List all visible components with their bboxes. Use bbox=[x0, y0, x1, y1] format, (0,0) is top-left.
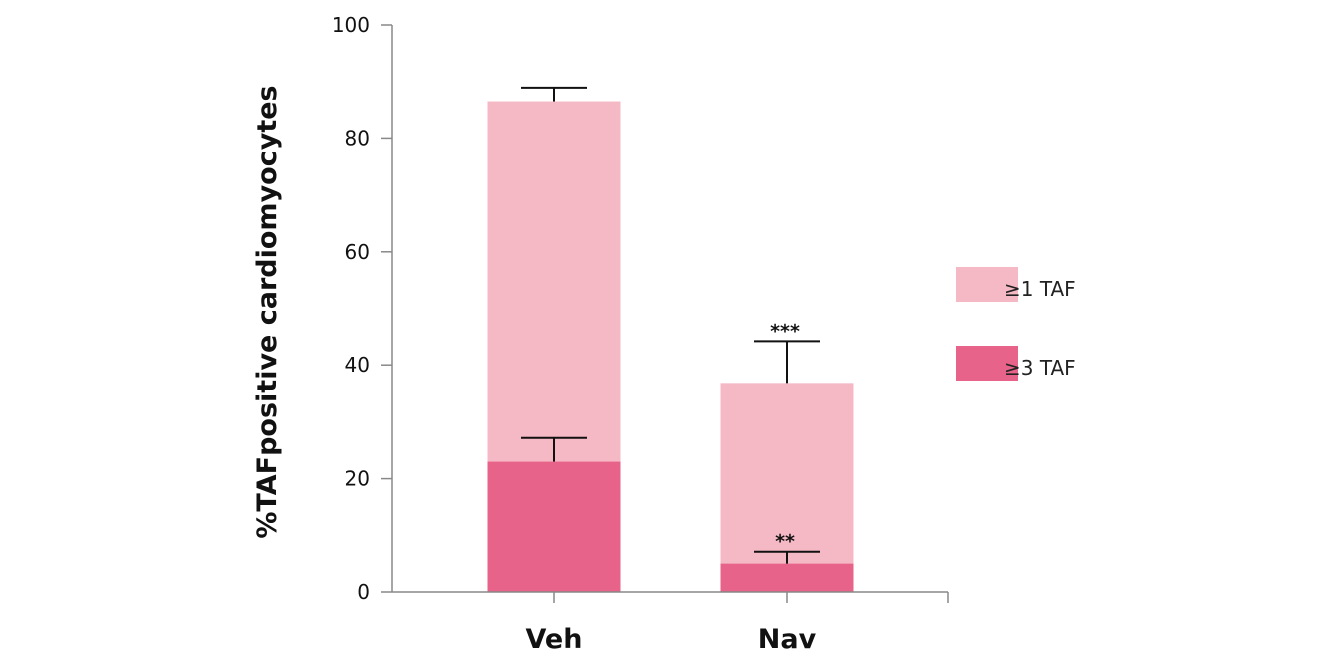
error-bars-layer: ***** bbox=[521, 86, 820, 564]
y-tick-label: 60 bbox=[345, 240, 370, 264]
y-tick-label: 80 bbox=[345, 126, 370, 150]
x-tick-label-nav: Nav bbox=[758, 624, 817, 655]
bar-veh-series-2 bbox=[487, 461, 621, 592]
significance-marker: ** bbox=[775, 531, 795, 553]
axes-layer: 0 20 40 60 80 100 Veh Nav bbox=[332, 13, 949, 655]
legend-swatch-series-2 bbox=[956, 346, 1018, 381]
y-axis-label: %TAFpositive cardiomyocytes bbox=[252, 85, 283, 538]
y-tick-label: 100 bbox=[332, 13, 370, 37]
y-tick-label: 40 bbox=[345, 353, 370, 377]
significance-marker: *** bbox=[770, 320, 800, 342]
x-tick-label-veh: Veh bbox=[526, 624, 583, 655]
legend-label-series-1: ≥1 TAF bbox=[1004, 277, 1076, 301]
bars-layer bbox=[487, 101, 854, 593]
legend-swatch-series-1 bbox=[956, 267, 1018, 302]
y-tick-label: 0 bbox=[357, 580, 370, 604]
legend-label-series-2: ≥3 TAF bbox=[1004, 356, 1076, 380]
y-tick-label: 20 bbox=[345, 467, 370, 491]
bar-nav-series-2 bbox=[720, 563, 854, 592]
legend: ≥1 TAF ≥3 TAF bbox=[956, 267, 1076, 381]
